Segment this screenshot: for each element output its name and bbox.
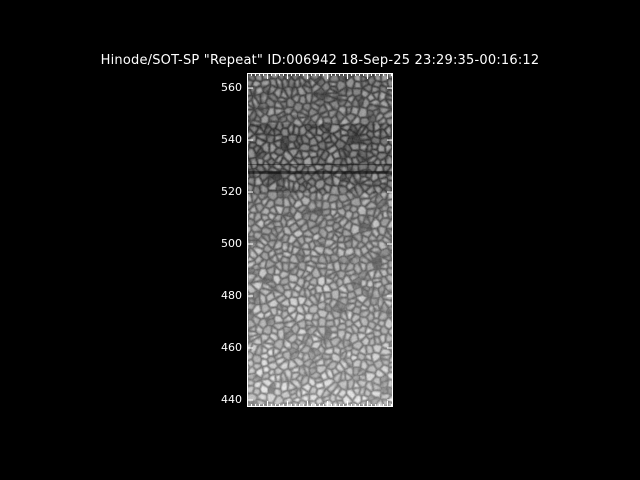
y-tick-label: 520 [221,185,242,199]
y-tick-label: 500 [221,237,242,251]
y-tick-label: 460 [221,340,242,354]
plot-area [247,73,393,407]
y-tick-label: 560 [221,81,242,95]
granulation-image [247,73,393,407]
axes-frame [247,73,393,407]
y-tick-label: 440 [221,392,242,406]
y-tick-label: 480 [221,289,242,302]
plot-title: Hinode/SOT-SP "Repeat" ID:006942 18-Sep-… [100,53,540,68]
y-tick-label: 540 [221,133,242,147]
